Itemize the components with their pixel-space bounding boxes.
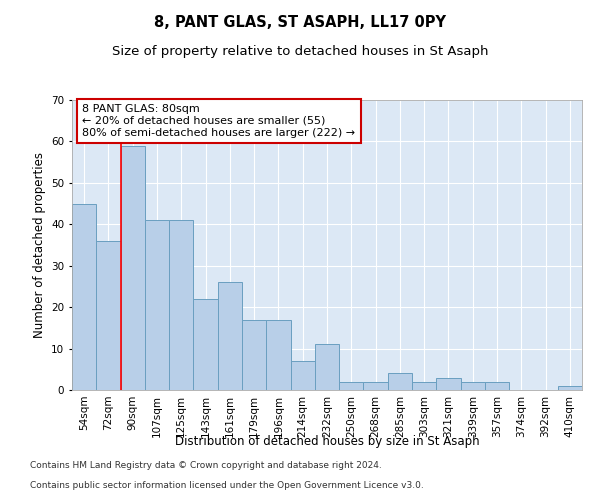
Bar — [485, 382, 509, 390]
Bar — [169, 220, 193, 390]
Bar — [436, 378, 461, 390]
Bar — [266, 320, 290, 390]
Text: 8 PANT GLAS: 80sqm
← 20% of detached houses are smaller (55)
80% of semi-detache: 8 PANT GLAS: 80sqm ← 20% of detached hou… — [82, 104, 355, 138]
Text: Contains HM Land Registry data © Crown copyright and database right 2024.: Contains HM Land Registry data © Crown c… — [30, 461, 382, 470]
Bar — [72, 204, 96, 390]
Bar — [558, 386, 582, 390]
Bar — [315, 344, 339, 390]
Bar — [242, 320, 266, 390]
Bar — [193, 299, 218, 390]
Bar — [218, 282, 242, 390]
Bar — [339, 382, 364, 390]
Text: Distribution of detached houses by size in St Asaph: Distribution of detached houses by size … — [175, 435, 479, 448]
Bar — [121, 146, 145, 390]
Text: Contains public sector information licensed under the Open Government Licence v3: Contains public sector information licen… — [30, 481, 424, 490]
Bar — [145, 220, 169, 390]
Y-axis label: Number of detached properties: Number of detached properties — [32, 152, 46, 338]
Bar — [290, 361, 315, 390]
Bar — [96, 241, 121, 390]
Bar — [388, 374, 412, 390]
Text: Size of property relative to detached houses in St Asaph: Size of property relative to detached ho… — [112, 45, 488, 58]
Bar — [412, 382, 436, 390]
Bar — [364, 382, 388, 390]
Bar — [461, 382, 485, 390]
Text: 8, PANT GLAS, ST ASAPH, LL17 0PY: 8, PANT GLAS, ST ASAPH, LL17 0PY — [154, 15, 446, 30]
